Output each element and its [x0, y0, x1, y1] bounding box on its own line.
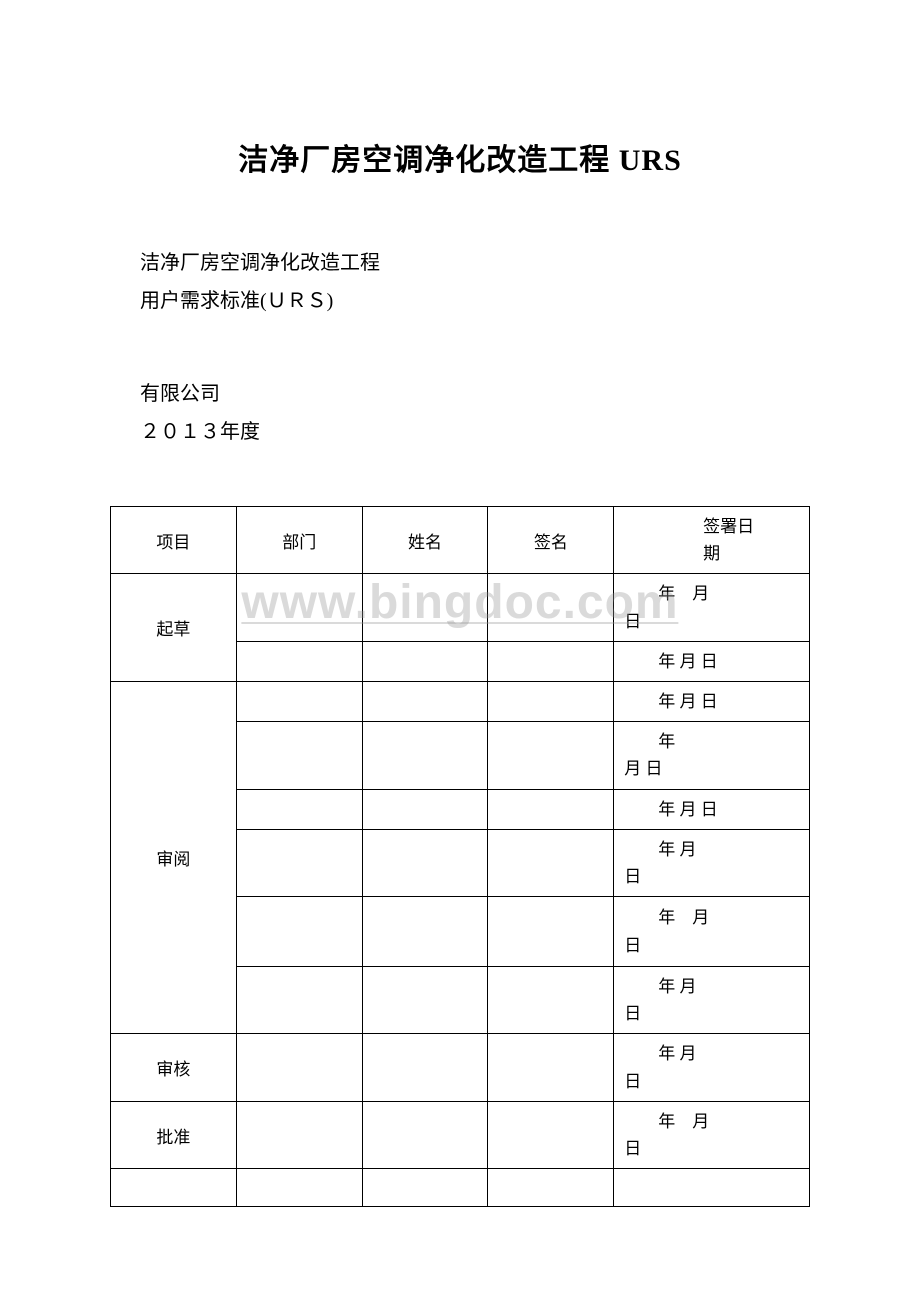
draft-label: 起草: [111, 574, 237, 682]
approval-table: 项目 部门 姓名 签名 签署日 期 起草 年 月 日 年 月 日 审阅 年 月 …: [110, 506, 810, 1207]
date-text: 年 月 日: [624, 796, 799, 823]
cell: [236, 681, 362, 721]
header-date: 签署日 期: [614, 507, 810, 574]
header-date-line2: 期: [624, 540, 799, 567]
cell: [488, 574, 614, 641]
cell: [362, 1169, 488, 1207]
title-main: 洁净厂房空调净化改造工程: [238, 144, 610, 177]
cell: [236, 1169, 362, 1207]
cell: [236, 722, 362, 789]
cell: [236, 1034, 362, 1101]
subtitle-block: 洁净厂房空调净化改造工程 用户需求标准(ＵＲＳ): [140, 244, 810, 320]
date-text: 年 月 日: [624, 688, 799, 715]
approve-label: 批准: [111, 1101, 237, 1168]
table-row: [111, 1169, 810, 1207]
cell: [111, 1169, 237, 1207]
date-text: 日: [624, 608, 799, 635]
cell: [488, 789, 614, 829]
audit-label: 审核: [111, 1034, 237, 1101]
cell: [488, 722, 614, 789]
date-cell: 年 月 日: [614, 789, 810, 829]
date-cell: 年 月 日: [614, 1034, 810, 1101]
date-text: 日: [624, 1000, 799, 1027]
date-cell: 年 月 日: [614, 574, 810, 641]
date-text: 年 月: [624, 836, 799, 863]
header-sign: 签名: [488, 507, 614, 574]
date-cell: 年 月 日: [614, 1101, 810, 1168]
cell: [236, 967, 362, 1034]
date-text: 月 日: [624, 755, 799, 782]
date-cell: 年 月 日: [614, 897, 810, 967]
company-line2: ２０１３年度: [140, 413, 810, 451]
date-text: 年 月: [624, 904, 799, 931]
cell: [236, 897, 362, 967]
header-name: 姓名: [362, 507, 488, 574]
date-text: 年 月: [624, 580, 799, 607]
cell: [488, 681, 614, 721]
date-text: 年: [624, 728, 799, 755]
cell: [362, 967, 488, 1034]
date-cell: 年 月 日: [614, 681, 810, 721]
cell: [362, 1101, 488, 1168]
cell: [362, 641, 488, 681]
company-block: 有限公司 ２０１３年度: [140, 375, 810, 451]
table-row: 批准 年 月 日: [111, 1101, 810, 1168]
cell: [488, 897, 614, 967]
date-text: 日: [624, 863, 799, 890]
company-line1: 有限公司: [140, 375, 810, 413]
table-row: 起草 年 月 日: [111, 574, 810, 641]
cell: [488, 1169, 614, 1207]
header-date-line1: 签署日: [624, 513, 799, 540]
cell: [236, 829, 362, 896]
subtitle-line1: 洁净厂房空调净化改造工程: [140, 244, 810, 282]
review-label: 审阅: [111, 681, 237, 1034]
table-row: 审阅 年 月 日: [111, 681, 810, 721]
cell: [362, 722, 488, 789]
cell: [488, 967, 614, 1034]
date-text: 日: [624, 1135, 799, 1162]
date-text: 日: [624, 932, 799, 959]
date-cell: 年 月 日: [614, 722, 810, 789]
header-dept: 部门: [236, 507, 362, 574]
date-text: 日: [624, 1068, 799, 1095]
title-suffix: URS: [619, 144, 682, 177]
cell: [236, 789, 362, 829]
cell: [236, 1101, 362, 1168]
cell: [362, 829, 488, 896]
cell: [362, 789, 488, 829]
page-title: 洁净厂房空调净化改造工程 URS: [110, 135, 810, 179]
cell: [614, 1169, 810, 1207]
date-text: 年 月: [624, 1040, 799, 1067]
cell: [362, 1034, 488, 1101]
date-text: 年 月: [624, 973, 799, 1000]
date-cell: 年 月 日: [614, 641, 810, 681]
table-row: 审核 年 月 日: [111, 1034, 810, 1101]
cell: [488, 829, 614, 896]
cell: [488, 1034, 614, 1101]
date-text: 年 月: [624, 1108, 799, 1135]
date-cell: 年 月 日: [614, 967, 810, 1034]
date-cell: 年 月 日: [614, 829, 810, 896]
cell: [362, 897, 488, 967]
table-header-row: 项目 部门 姓名 签名 签署日 期: [111, 507, 810, 574]
cell: [362, 681, 488, 721]
date-text: 年 月 日: [624, 648, 799, 675]
cell: [488, 641, 614, 681]
header-project: 项目: [111, 507, 237, 574]
subtitle-line2: 用户需求标准(ＵＲＳ): [140, 282, 810, 320]
cell: [488, 1101, 614, 1168]
cell: [362, 574, 488, 641]
cell: [236, 574, 362, 641]
cell: [236, 641, 362, 681]
